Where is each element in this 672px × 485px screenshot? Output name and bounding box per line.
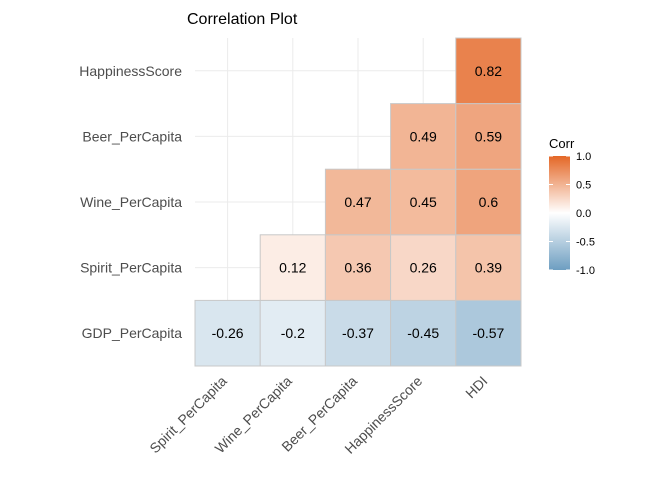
y-tick-labels: GDP_PerCapita Spirit_PerCapita Wine_PerCap… <box>79 63 182 341</box>
cell-value-label: 0.6 <box>479 194 499 210</box>
cell-value-label: 0.82 <box>475 63 502 79</box>
legend-tick-label: 1.0 <box>576 151 591 163</box>
y-tick-label: GDP_PerCapita <box>82 325 183 341</box>
legend-tick-label: -1.0 <box>576 265 595 277</box>
heatmap-cell <box>259 299 326 367</box>
heatmap-cell <box>455 37 522 105</box>
heatmap-cell <box>455 168 522 236</box>
heatmap-cell <box>324 168 392 236</box>
cell-value-label: 0.49 <box>410 128 437 144</box>
heatmap-cell <box>259 234 326 301</box>
cell-value-label: 0.39 <box>475 260 502 276</box>
y-tick-label: Spirit_PerCapita <box>80 260 182 276</box>
cell-value-label: 0.36 <box>344 260 371 276</box>
heatmap-cell <box>390 168 457 236</box>
x-tick-labels: Spirit_PerCapitaWine_PerCapitaBeer_PerCa… <box>146 373 490 457</box>
heatmap-cells: -0.26 -0.2 -0.37 -0.45 -0.57 0.12 0.36 0.26 0.39… <box>194 37 522 367</box>
cell-value-label: -0.37 <box>342 325 374 341</box>
legend-tick-label: 0.0 <box>576 208 591 220</box>
cell-value-label: -0.45 <box>407 325 439 341</box>
cell-value-label: 0.12 <box>279 260 306 276</box>
cell-value-label: 0.45 <box>410 194 437 210</box>
y-tick-label: HappinessScore <box>79 63 182 79</box>
heatmap-cell <box>455 234 522 301</box>
heatmap-cell <box>324 299 392 367</box>
cell-value-label: 0.59 <box>475 128 502 144</box>
cell-value-label: 0.47 <box>344 194 371 210</box>
chart-title: Correlation Plot <box>187 11 298 28</box>
y-tick-label: Beer_PerCapita <box>82 128 182 144</box>
legend-title: Corr <box>549 136 575 151</box>
cell-value-label: 0.26 <box>410 260 437 276</box>
heatmap-cell <box>390 299 457 367</box>
cell-value-label: -0.57 <box>472 325 504 341</box>
heatmap-cell <box>390 103 457 170</box>
legend-tick-label: -0.5 <box>576 237 595 249</box>
color-legend: Corr 1.0 0.5 0.0 -0.5 -1.0 <box>549 136 595 277</box>
cell-value-label: -0.26 <box>212 325 244 341</box>
x-tick-label: HDI <box>462 373 490 401</box>
cell-value-label: -0.2 <box>281 325 305 341</box>
y-tick-label: Wine_PerCapita <box>80 194 182 210</box>
heatmap-cell <box>390 234 457 301</box>
legend-tick-label: 0.5 <box>576 180 591 192</box>
legend-colorbar <box>549 156 570 270</box>
